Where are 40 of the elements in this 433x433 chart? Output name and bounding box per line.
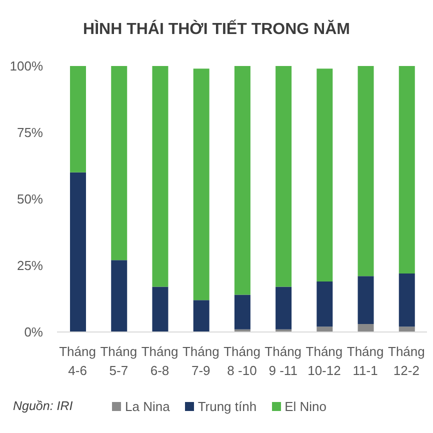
x-tick-label: Tháng 9 -11 (264, 344, 302, 378)
legend-label: La Nina (125, 399, 170, 414)
legend-label: El Nino (284, 399, 327, 414)
x-tick-label: Tháng 6-8 (141, 344, 178, 378)
x-tick-label: Tháng 8 -10 (224, 344, 260, 378)
bar (358, 66, 374, 276)
bar (70, 172, 86, 332)
x-tick-label: Tháng 12-2 (388, 344, 425, 378)
y-tick-label: 100% (10, 58, 44, 74)
chart-title: HÌNH THÁI THỜI TIẾT TRONG NĂM (82, 21, 351, 39)
bar (398, 326, 415, 332)
bar (358, 276, 374, 324)
bar (152, 286, 168, 332)
bar (316, 326, 333, 332)
x-tick-label: Tháng 4-6 (59, 344, 96, 378)
bar (193, 300, 210, 332)
bar (358, 324, 374, 332)
bar (152, 66, 168, 287)
y-tick-label: 0% (24, 324, 44, 340)
bar (276, 66, 292, 287)
text: Nguồn: IRI (13, 399, 73, 413)
bar (398, 273, 415, 327)
bar (316, 281, 333, 327)
x-tick-label: Tháng 11-1 (346, 344, 384, 378)
bar (234, 294, 250, 330)
legend-label: Trung tính (198, 399, 257, 414)
bar (193, 68, 210, 300)
bar (234, 66, 250, 295)
bar (70, 66, 86, 172)
x-tick-label: Tháng 10-12 (306, 344, 343, 378)
bar (316, 68, 333, 282)
bar (111, 260, 128, 332)
x-tick-label: Tháng 5-7 (100, 344, 138, 378)
y-tick-label: 75% (16, 125, 44, 140)
bar (111, 66, 128, 260)
y-tick-label: 50% (16, 192, 44, 207)
bar (276, 286, 292, 330)
bar (398, 66, 415, 274)
x-tick-label: Tháng 7-9 (182, 344, 220, 378)
y-tick-label: 25% (16, 258, 44, 274)
